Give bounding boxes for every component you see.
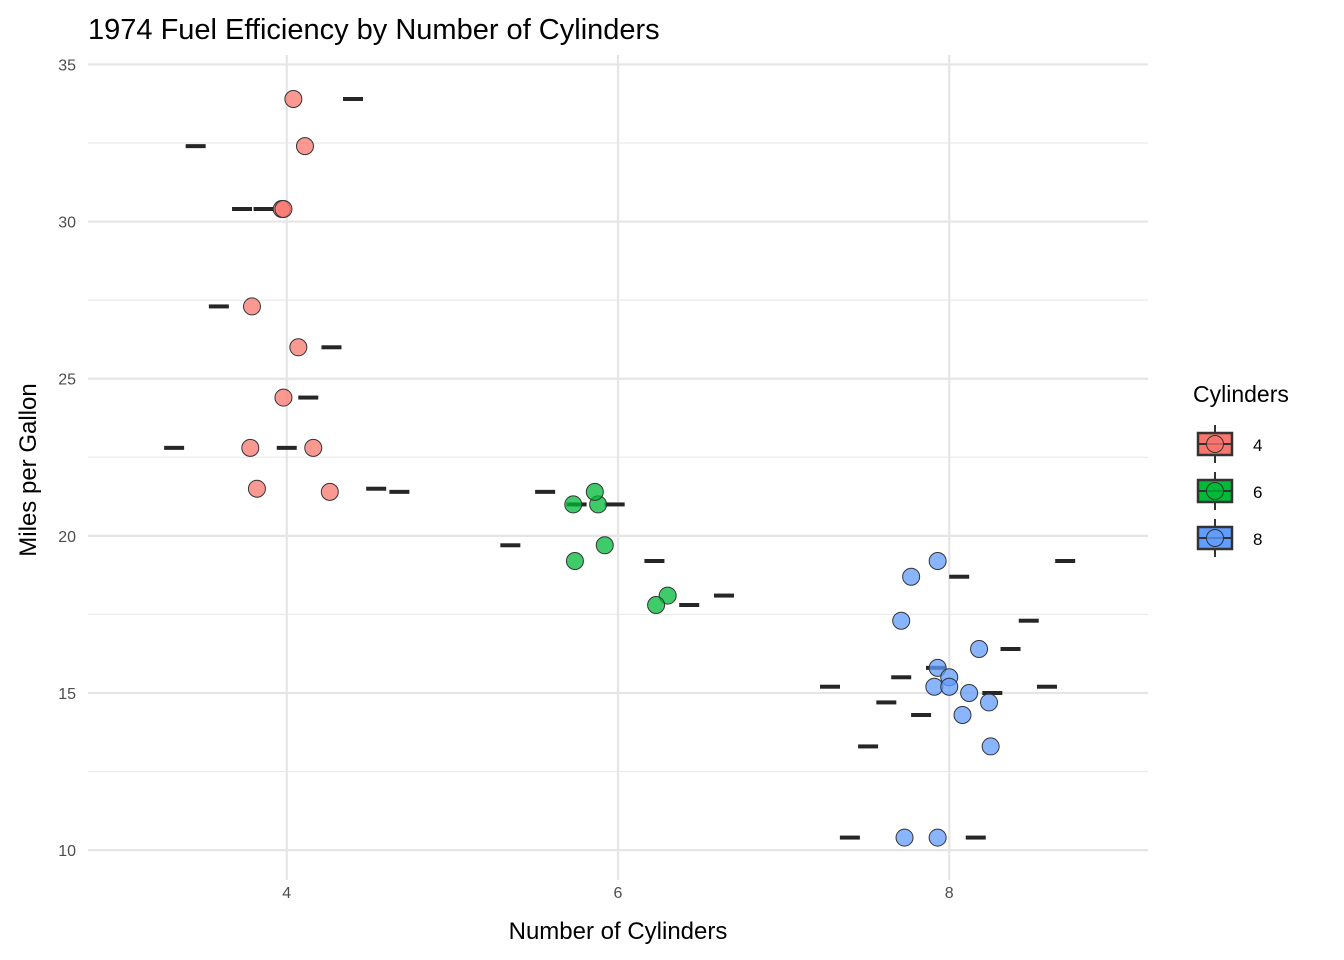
point-cyl-8 xyxy=(940,677,959,696)
y-tick-label: 30 xyxy=(58,215,76,232)
x-tick-label: 6 xyxy=(614,885,623,902)
y-tick-label: 10 xyxy=(58,843,76,860)
point-cyl-8 xyxy=(981,737,1000,756)
y-tick-label: 35 xyxy=(58,57,76,74)
point-cyl-4 xyxy=(241,438,260,457)
y-axis-label: Miles per Gallon xyxy=(15,383,42,556)
point-cyl-8 xyxy=(895,828,914,847)
tick-labels: 10 15 20 25 30 35 4 6 8 xyxy=(58,57,954,902)
legend-label: 8 xyxy=(1253,530,1262,549)
dash-mark-cyl-4 xyxy=(366,486,387,491)
x-axis-label: Number of Cylinders xyxy=(509,918,728,945)
point-cyl-4 xyxy=(247,479,266,498)
dash-mark-cyl-6 xyxy=(535,489,556,494)
point-cyl-8 xyxy=(970,640,989,658)
point-cyl-6 xyxy=(585,482,604,501)
dash-mark-cyl-4 xyxy=(208,304,229,309)
legend-point xyxy=(1206,435,1224,453)
point-cyl-8 xyxy=(980,693,998,712)
dash-mark-cyl-6 xyxy=(500,543,521,548)
dash-mark-cyl-8 xyxy=(820,684,840,689)
point-cyl-4 xyxy=(274,388,293,407)
dash-mark-cyl-4 xyxy=(232,207,253,211)
legend-label: 4 xyxy=(1253,436,1262,455)
point-cyl-8 xyxy=(892,611,911,630)
point-cyl-6 xyxy=(595,536,614,555)
dash-mark-cyl-4 xyxy=(276,445,297,450)
dash-mark-cyl-8 xyxy=(839,835,860,840)
y-tick-label: 15 xyxy=(58,686,76,703)
dash-mark-cyl-8 xyxy=(911,713,932,717)
y-tick-label: 20 xyxy=(58,529,76,546)
dash-mark-cyl-6 xyxy=(604,502,625,507)
dash-mark-cyl-6 xyxy=(679,603,700,607)
dash-mark-cyl-4 xyxy=(298,395,319,400)
x-tick-label: 4 xyxy=(282,885,291,902)
dash-mark-cyl-4 xyxy=(164,445,185,450)
dash-mark-cyl-6 xyxy=(644,559,665,563)
point-cyl-8 xyxy=(902,567,921,586)
legend-label: 6 xyxy=(1253,483,1262,502)
dash-mark-cyl-8 xyxy=(1018,618,1039,623)
dash-mark-cyl-8 xyxy=(891,675,912,680)
point-cyl-4 xyxy=(242,297,261,316)
dash-mark-cyl-4 xyxy=(321,345,342,350)
dash-mark-cyl-8 xyxy=(876,700,897,705)
grid xyxy=(88,55,1148,880)
point-cyl-6 xyxy=(647,596,666,614)
dash-mark-cyl-8 xyxy=(858,744,879,749)
point-cyl-8 xyxy=(953,706,972,724)
point-cyl-4 xyxy=(320,482,339,501)
point-cyl-4 xyxy=(289,338,308,357)
dash-mark-cyl-8 xyxy=(982,691,1003,695)
point-cyl-6 xyxy=(565,552,584,570)
x-tick-label: 8 xyxy=(945,885,954,902)
dash-mark-cyl-8 xyxy=(965,835,986,840)
point-cyl-4 xyxy=(295,137,314,156)
dash-mark-cyl-8 xyxy=(1036,684,1057,689)
point-cyl-4 xyxy=(284,90,303,108)
point-cyl-8 xyxy=(928,552,947,570)
legend-point xyxy=(1206,482,1224,500)
point-cyl-4 xyxy=(274,200,293,218)
dash-mark-cyl-8 xyxy=(949,574,970,579)
marks xyxy=(164,90,1076,847)
point-cyl-6 xyxy=(564,495,583,514)
legend-title: Cylinders xyxy=(1193,381,1289,407)
point-cyl-8 xyxy=(960,684,979,702)
dash-mark-cyl-8 xyxy=(1055,559,1076,563)
dash-mark-cyl-8 xyxy=(1000,647,1021,651)
point-cyl-8 xyxy=(928,828,947,847)
dash-mark-cyl-6 xyxy=(714,593,734,598)
dash-mark-cyl-4 xyxy=(185,144,206,149)
point-cyl-4 xyxy=(304,438,323,457)
dash-mark-cyl-4 xyxy=(343,97,363,101)
legend-point xyxy=(1206,529,1224,547)
chart-title: 1974 Fuel Efficiency by Number of Cylind… xyxy=(88,14,660,46)
legend: Cylinders 4 6 8 xyxy=(1193,381,1289,557)
y-tick-label: 25 xyxy=(58,372,76,389)
dash-mark-cyl-4 xyxy=(253,207,274,211)
dash-mark-cyl-4 xyxy=(389,489,410,494)
